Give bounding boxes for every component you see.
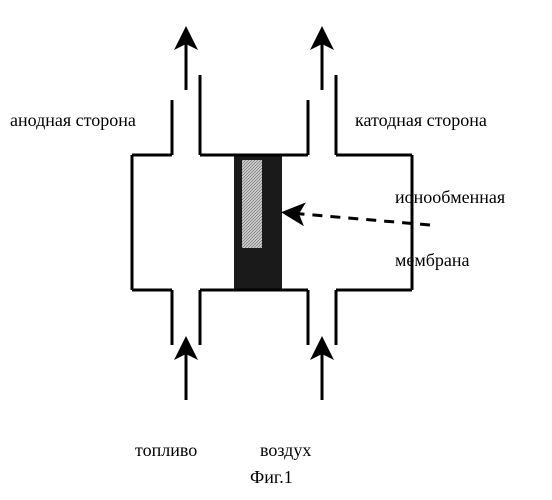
membrane-inner <box>242 160 262 248</box>
label-fuel: топливо <box>135 440 197 461</box>
label-membrane-l2: мембрана <box>395 250 470 271</box>
label-membrane-l1: ионообменная <box>395 187 505 208</box>
label-cathode-side: катодная сторона <box>355 110 487 131</box>
label-anode-side: анодная сторона <box>10 110 136 131</box>
label-air: воздух <box>260 440 311 461</box>
label-figure: Фиг.1 <box>250 467 293 488</box>
arrow-membrane-pointer <box>290 213 430 225</box>
